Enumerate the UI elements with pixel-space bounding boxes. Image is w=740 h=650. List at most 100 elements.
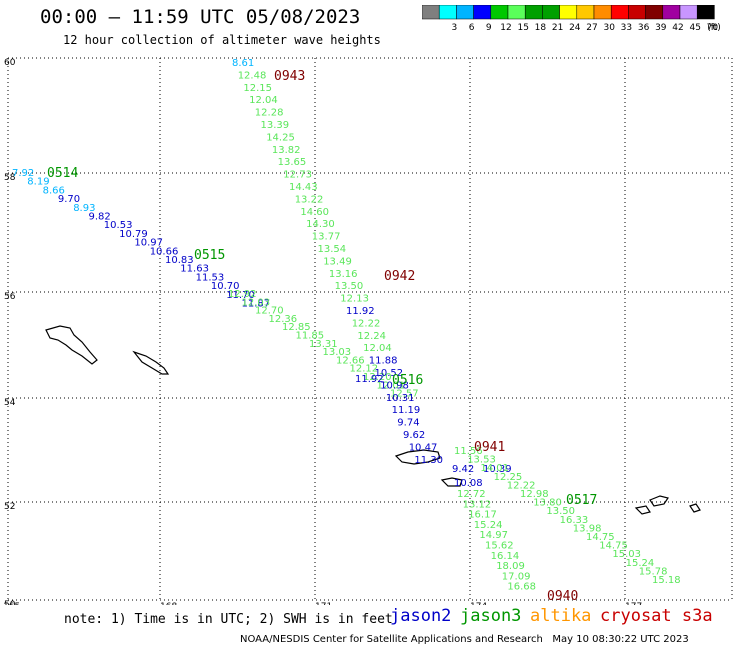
swh-value: 13.03 <box>323 347 352 358</box>
swh-value: 12.73 <box>283 170 312 181</box>
lat-label: 54 <box>4 398 16 408</box>
swh-value: 12.72 <box>457 489 486 500</box>
lat-label: 52 <box>4 502 15 512</box>
swh-value: 14.01 <box>480 463 509 474</box>
swh-value: 12.66 <box>336 355 365 366</box>
swh-value: 11.85 <box>296 331 325 342</box>
swh-value: 18.09 <box>496 561 525 572</box>
colorbar-tick-label: 42 <box>672 23 683 33</box>
swh-value: 12.12 <box>350 364 379 375</box>
swh-value: 12.22 <box>352 318 381 329</box>
colorbar-tick-label: 15 <box>517 23 528 33</box>
swh-value: 8.93 <box>73 203 95 214</box>
colorbar-tick-label: 27 <box>586 23 597 33</box>
swh-value: 13.50 <box>335 281 364 292</box>
swh-value: 10.47 <box>409 442 438 453</box>
swh-value: 13.53 <box>467 455 496 466</box>
colorbar-tick-label: 3 <box>452 23 458 33</box>
swh-value: 12.85 <box>282 322 311 333</box>
swh-value: 16.33 <box>560 515 589 526</box>
swh-value: 12.57 <box>390 389 419 400</box>
swh-value: 13.22 <box>295 194 324 205</box>
colorbar-tick-label: 45 <box>689 23 700 33</box>
swh-value: 11.87 <box>242 299 271 310</box>
swh-value: 13.98 <box>573 523 602 534</box>
time-label: 0516 <box>392 373 423 388</box>
swh-value: 12.48 <box>238 70 267 81</box>
swh-value: 12.01 <box>377 380 406 391</box>
swh-value: 10.39 <box>483 464 512 475</box>
legend-cryosat-s3a: cryosat s3a <box>600 606 713 626</box>
swh-value: 10.98 <box>380 380 409 391</box>
page-title: 00:00 – 11:59 UTC 05/08/2023 <box>40 6 361 28</box>
legend-jason3: jason3 <box>460 606 522 626</box>
swh-value: 13.80 <box>533 498 562 509</box>
swh-value: 13.16 <box>329 269 358 280</box>
swh-value: 12.22 <box>507 480 536 491</box>
swh-value: 10.70 <box>211 281 240 292</box>
colorbar-tick-label: 30 <box>603 23 615 33</box>
swh-value: 11.30 <box>414 455 443 466</box>
swh-value: 13.49 <box>323 256 352 267</box>
swh-value: 8.19 <box>27 177 49 188</box>
lat-label: 56 <box>4 292 16 302</box>
swh-value: 10.53 <box>104 220 133 231</box>
swh-value: 10.97 <box>134 238 163 249</box>
lon-label: 174 <box>470 602 487 605</box>
swh-value: 14.75 <box>599 541 628 552</box>
swh-value: 9.74 <box>397 418 419 429</box>
swh-value: 11.63 <box>180 264 209 275</box>
color-legend: 3 6 9 12 15 18 21 24 27 30 33 36 39 42 45 70(ft) <box>422 5 721 33</box>
swh-value: 9.62 <box>403 430 425 441</box>
swh-value: 12.92 <box>228 289 257 300</box>
time-label: 0515 <box>194 248 225 263</box>
swh-value: 15.62 <box>485 541 514 552</box>
swh-value: 9.82 <box>89 212 111 223</box>
swh-value: 13.50 <box>546 506 575 517</box>
swh-value: 12.20 <box>363 372 392 383</box>
swh-value: 12.15 <box>243 83 272 94</box>
colorbar-unit: (ft) <box>707 23 721 33</box>
colorbar-tick-label: 70 <box>707 23 719 33</box>
swh-value: 10.66 <box>150 246 179 257</box>
island-outline <box>394 449 441 465</box>
swh-value: 9.42 <box>452 464 474 475</box>
colorbar-tick-label: 9 <box>486 23 492 33</box>
swh-value: 14.60 <box>300 207 329 218</box>
swh-value: 10.83 <box>165 255 194 266</box>
island-outline <box>634 505 651 515</box>
time-label: 0517 <box>566 493 597 508</box>
swh-value: 12.28 <box>255 108 284 119</box>
island-outline <box>649 495 669 507</box>
swh-value: 13.12 <box>463 499 492 510</box>
colorbar-tick-label: 6 <box>469 23 475 33</box>
time-label: 0943 <box>274 69 305 84</box>
swh-value: 11.56 <box>454 446 483 457</box>
island-outline <box>689 503 701 513</box>
lon-label: 168 <box>160 602 177 605</box>
swh-value: 9.70 <box>58 194 80 205</box>
swh-value: 13.77 <box>312 232 341 243</box>
swh-value: 12.70 <box>255 306 284 317</box>
swh-value: 12.04 <box>249 95 278 106</box>
swh-value: 11.53 <box>196 272 225 283</box>
island-outline <box>45 325 98 365</box>
swh-value: 12.03 <box>242 297 271 308</box>
swh-value: 8.66 <box>43 185 65 196</box>
swh-value: 15.24 <box>626 558 655 569</box>
wave-height-map: 6058565452501651681711741777.928.198.669… <box>3 57 733 605</box>
island-outline <box>132 350 170 375</box>
swh-value: 11.92 <box>346 306 375 317</box>
legend-altika: altika <box>530 606 592 626</box>
swh-value: 13.39 <box>261 120 290 131</box>
time-label: 0940 <box>547 589 578 604</box>
swh-value: 14.75 <box>586 532 615 543</box>
swh-value: 13.82 <box>272 145 301 156</box>
colorbar-tick-label: 12 <box>500 23 511 33</box>
swh-value: 11.19 <box>392 405 421 416</box>
swh-value: 16.17 <box>468 510 497 521</box>
swh-value: 7.92 <box>12 168 34 179</box>
swh-value: 16.68 <box>507 582 536 593</box>
colorbar-swatch <box>696 5 715 20</box>
island-outline <box>440 477 463 487</box>
